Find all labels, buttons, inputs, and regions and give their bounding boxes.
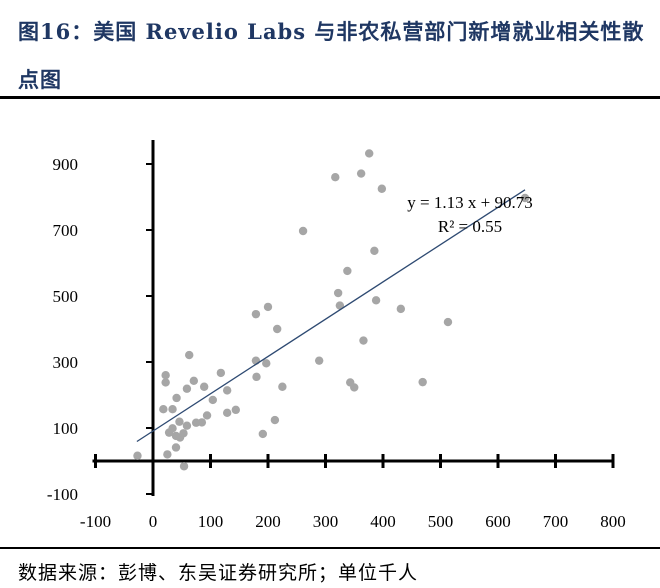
data-point [370, 246, 379, 255]
data-point [189, 376, 199, 386]
x-tick-label: 700 [543, 512, 569, 531]
y-tick-label: 700 [53, 221, 79, 240]
data-point [356, 169, 366, 178]
data-point [133, 451, 142, 460]
data-point [273, 324, 282, 334]
data-point [365, 149, 374, 158]
data-point [161, 378, 170, 387]
data-point [270, 415, 280, 425]
data-point [258, 429, 268, 439]
data-point [185, 350, 194, 360]
data-point [252, 372, 261, 382]
data-point [251, 309, 261, 319]
data-point [231, 405, 240, 415]
data-point [377, 184, 387, 193]
x-tick-label: 400 [370, 512, 396, 531]
x-tick-label: 500 [428, 512, 454, 531]
data-point [182, 421, 192, 430]
data-point [298, 226, 308, 236]
x-tick-label: 100 [198, 512, 224, 531]
data-point [263, 302, 273, 312]
trend-equation: y = 1.13 x + 90.73 [407, 193, 532, 212]
x-tick-label: 0 [149, 512, 158, 531]
data-point [202, 411, 212, 420]
data-point [159, 404, 168, 414]
x-tick-label: 200 [255, 512, 281, 531]
x-tick-label: 300 [313, 512, 339, 531]
data-point [359, 336, 368, 345]
trend-line [136, 189, 526, 443]
source-divider [0, 547, 660, 549]
data-point [208, 395, 217, 405]
data-point [171, 443, 181, 452]
trend-r2: R² = 0.55 [438, 217, 502, 236]
data-point [278, 382, 287, 391]
x-tick-label: 600 [485, 512, 511, 531]
y-tick-label: 900 [53, 155, 79, 174]
y-tick-label: 300 [53, 353, 79, 372]
data-point [161, 371, 170, 380]
data-point [396, 304, 406, 314]
source-note: 数据来源：彭博、东吴证券研究所；单位千人 [18, 562, 419, 584]
data-point [443, 317, 453, 327]
data-point [222, 386, 232, 395]
data-point [314, 356, 324, 365]
data-point [175, 417, 184, 426]
data-point [168, 404, 177, 414]
data-point [331, 173, 340, 182]
data-point [350, 383, 359, 392]
data-point [418, 377, 427, 387]
data-point [333, 288, 343, 298]
data-point [172, 393, 181, 403]
x-tick-label: 800 [600, 512, 626, 531]
title-divider [0, 96, 660, 99]
data-point [343, 266, 352, 276]
data-point [216, 368, 226, 378]
x-tick-label: -100 [80, 512, 111, 531]
y-tick-label: -100 [47, 485, 78, 504]
data-point [199, 382, 209, 391]
data-point [371, 296, 381, 305]
data-point [197, 418, 207, 427]
data-point [520, 193, 530, 203]
data-point [179, 462, 189, 471]
figure-title: 图16：美国 Revelio Labs 与非农私营部门新增就业相关性散点图 [18, 19, 645, 92]
data-point [163, 450, 172, 459]
data-point [182, 384, 192, 393]
data-point [168, 424, 177, 433]
data-point [179, 429, 188, 438]
data-point [335, 301, 345, 310]
data-point [222, 408, 232, 418]
y-tick-label: 500 [53, 287, 79, 306]
y-tick-label: 100 [53, 419, 79, 438]
data-point [262, 359, 271, 368]
